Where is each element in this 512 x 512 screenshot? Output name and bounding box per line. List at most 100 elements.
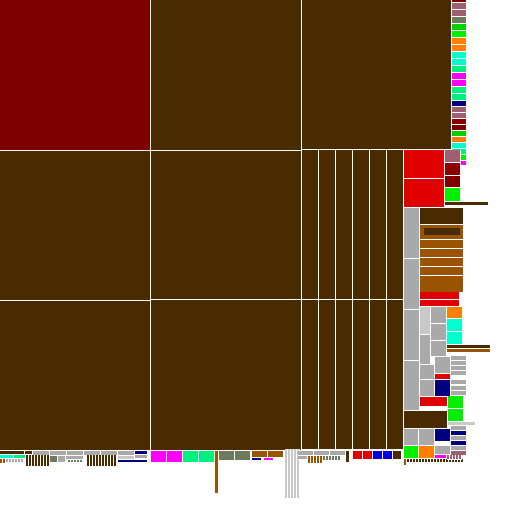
- treemap-cell-small: [451, 386, 467, 391]
- treemap-cell-strip: [370, 300, 387, 450]
- treemap-cell-tiny: [346, 451, 350, 463]
- treemap-cell-small: [452, 87, 467, 94]
- treemap-cell-tiny: [425, 459, 428, 463]
- treemap-cell-large: [0, 301, 151, 451]
- treemap-cell-small: [452, 80, 467, 87]
- treemap-cell-tiny: [422, 459, 425, 463]
- treemap-cell-tiny: [326, 456, 329, 461]
- treemap-cell-small: [451, 391, 467, 396]
- treemap-cell-strip: [336, 300, 353, 450]
- treemap-cell-tiny: [452, 459, 455, 463]
- treemap-cell-tiny: [338, 456, 341, 461]
- treemap-cell-small: [383, 451, 393, 460]
- treemap-cell-small: [452, 45, 467, 52]
- treemap-cell: [420, 208, 464, 225]
- treemap-cell-small: [419, 446, 435, 459]
- treemap-cell-small: [445, 202, 489, 206]
- treemap-cell-small: [452, 24, 467, 31]
- treemap-cell-small: [451, 361, 467, 366]
- treemap-cell-tiny: [96, 455, 99, 467]
- treemap-cell-tiny: [47, 455, 50, 467]
- treemap-cell-tiny: [18, 459, 21, 463]
- treemap-cell-tiny: [407, 459, 410, 463]
- treemap-cell-tiny: [21, 459, 24, 463]
- treemap-cell-tiny: [32, 455, 35, 467]
- treemap-cell-tiny: [29, 455, 32, 467]
- treemap-cell-tiny: [461, 459, 464, 463]
- treemap-cell-tiny: [437, 459, 440, 463]
- treemap-cell-tiny: [332, 456, 335, 461]
- treemap-cell-strip: [353, 150, 370, 300]
- treemap-cell-small: [404, 446, 419, 459]
- treemap-cell-tiny: [440, 459, 443, 463]
- treemap-cell-small: [451, 446, 467, 451]
- treemap-cell-small: [445, 176, 461, 188]
- treemap-cell-tiny: [453, 455, 456, 460]
- treemap-cell-small: [252, 458, 262, 461]
- treemap-cell: [404, 208, 420, 259]
- treemap-cell-small: [420, 267, 464, 276]
- treemap-cell-small: [445, 163, 461, 176]
- treemap-cell-small: [452, 17, 467, 24]
- treemap-cell-small: [420, 292, 460, 300]
- treemap-cell-tiny: [450, 455, 453, 460]
- treemap-cell-strip: [319, 300, 336, 450]
- treemap-cell-tiny: [26, 455, 29, 467]
- treemap-cell-tiny: [288, 449, 291, 499]
- treemap-cell-small: [0, 451, 25, 455]
- treemap-cell-tiny: [413, 459, 416, 463]
- treemap-cell-small: [447, 307, 463, 319]
- treemap-cell-tiny: [459, 455, 462, 460]
- treemap-cell-tiny: [314, 456, 317, 464]
- treemap-cell-tiny: [446, 459, 449, 463]
- treemap-cell-tiny: [317, 456, 320, 464]
- treemap-cell-small: [452, 0, 467, 3]
- treemap-cell-tiny: [458, 459, 461, 463]
- treemap-cell-tiny: [38, 455, 41, 467]
- treemap-cell-small: [420, 258, 464, 267]
- treemap-cell-tiny: [35, 455, 38, 467]
- treemap-cell-small: [420, 380, 435, 397]
- treemap-cell-strip: [302, 150, 319, 300]
- treemap-cell-small: [58, 456, 66, 463]
- treemap-cell-tiny: [105, 455, 108, 467]
- treemap-cell-small: [420, 300, 460, 307]
- treemap-cell-small: [50, 456, 58, 463]
- treemap-cell-tiny: [329, 456, 332, 461]
- treemap-cell-tiny: [443, 459, 446, 463]
- treemap-cell-small: [452, 66, 467, 73]
- treemap-cell-large: [302, 0, 452, 150]
- treemap-cell: [404, 361, 420, 411]
- treemap-cell: [404, 150, 445, 179]
- treemap-cell-tiny: [311, 456, 314, 464]
- treemap-cell-tiny: [44, 455, 47, 467]
- treemap-cell-small: [448, 422, 476, 426]
- treemap-cell-tiny: [0, 459, 3, 464]
- treemap-cell-small: [118, 451, 135, 456]
- treemap-cell-small: [419, 429, 435, 446]
- treemap-cell-tiny: [111, 455, 114, 467]
- treemap-cell-tiny: [416, 459, 419, 463]
- treemap-cell-tiny: [323, 456, 326, 461]
- treemap-cell-tiny: [447, 455, 450, 460]
- treemap-cell-small: [452, 119, 467, 125]
- treemap-cell: [404, 259, 420, 310]
- treemap-cell-small: [0, 455, 14, 459]
- treemap-cell-small: [420, 397, 448, 407]
- treemap-cell-small: [452, 59, 467, 66]
- treemap-cell-small: [435, 374, 451, 380]
- treemap-cell-tiny: [3, 459, 6, 464]
- treemap-cell-tiny: [41, 455, 44, 467]
- treemap-cell-small: [135, 455, 148, 459]
- treemap-cell: [404, 411, 448, 429]
- treemap-cell-small: [118, 460, 148, 463]
- treemap-cell-tiny: [308, 456, 311, 464]
- treemap-cell-small: [452, 125, 467, 131]
- treemap-cell-tiny: [215, 451, 219, 494]
- treemap-cell-large: [151, 151, 302, 300]
- treemap-cell-tiny: [108, 455, 111, 467]
- treemap-cell: [404, 310, 420, 361]
- treemap-cell-tiny: [93, 455, 96, 467]
- treemap-cell-small: [420, 307, 431, 335]
